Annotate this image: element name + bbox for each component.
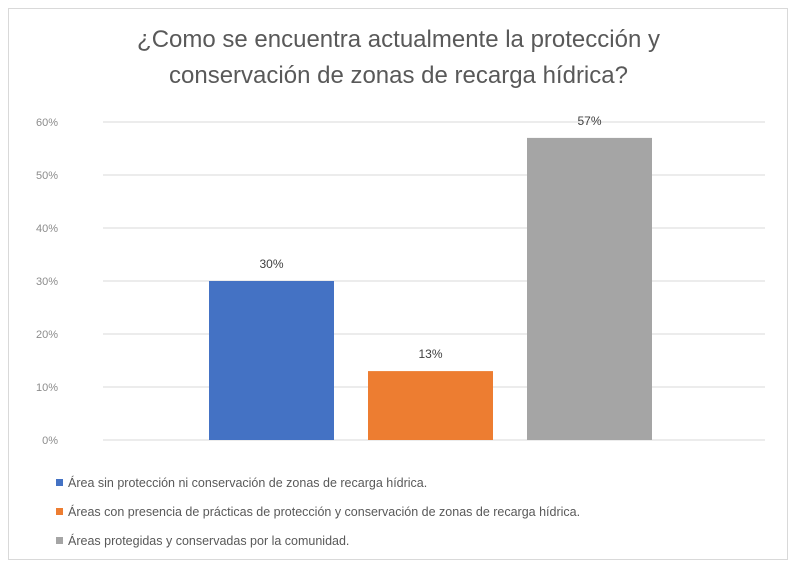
y-tick-label-40: 40% (36, 223, 58, 235)
data-label-1: 30% (259, 257, 283, 271)
legend-label-2: Áreas con presencia de prácticas de prot… (68, 504, 581, 519)
bar-2 (368, 371, 493, 440)
data-label-2: 13% (418, 347, 442, 361)
legend-item-3: Áreas protegidas y conservadas por la co… (56, 526, 786, 555)
legend-label-1: Área sin protección ni conservación de z… (68, 475, 428, 490)
y-tick-label-10: 10% (36, 382, 58, 394)
chart-title-line-2: conservación de zonas de recarga hídrica… (169, 62, 628, 89)
y-tick-label-20: 20% (36, 329, 58, 341)
y-tick-label-50: 50% (36, 170, 58, 182)
y-tick-label-60: 60% (36, 117, 58, 129)
y-tick-label-30: 30% (36, 276, 58, 288)
legend-label-3: Áreas protegidas y conservadas por la co… (68, 533, 350, 548)
legend: Área sin protección ni conservación de z… (56, 468, 786, 555)
y-tick-label-0: 0% (42, 435, 58, 447)
data-label-3: 57% (577, 114, 601, 128)
chart-title: ¿Como se encuentra actualmente la protec… (0, 22, 797, 94)
legend-item-1: Área sin protección ni conservación de z… (56, 468, 786, 497)
data-labels: 30% 13% 57% (259, 114, 601, 361)
legend-swatch-3 (56, 537, 63, 544)
bar-3 (527, 137, 652, 440)
bar-chart-plot: 0% 10% 20% 30% 40% 50% 60% 30% 13% 57% (36, 114, 765, 447)
chart-title-line-1: ¿Como se encuentra actualmente la protec… (137, 26, 660, 53)
chart-frame (8, 8, 788, 560)
y-axis-ticks: 0% 10% 20% 30% 40% 50% 60% (36, 117, 58, 447)
bars (209, 137, 652, 440)
legend-swatch-2 (56, 508, 63, 515)
legend-swatch-1 (56, 479, 63, 486)
legend-item-2: Áreas con presencia de prácticas de prot… (56, 497, 786, 526)
bar-1 (209, 281, 334, 440)
